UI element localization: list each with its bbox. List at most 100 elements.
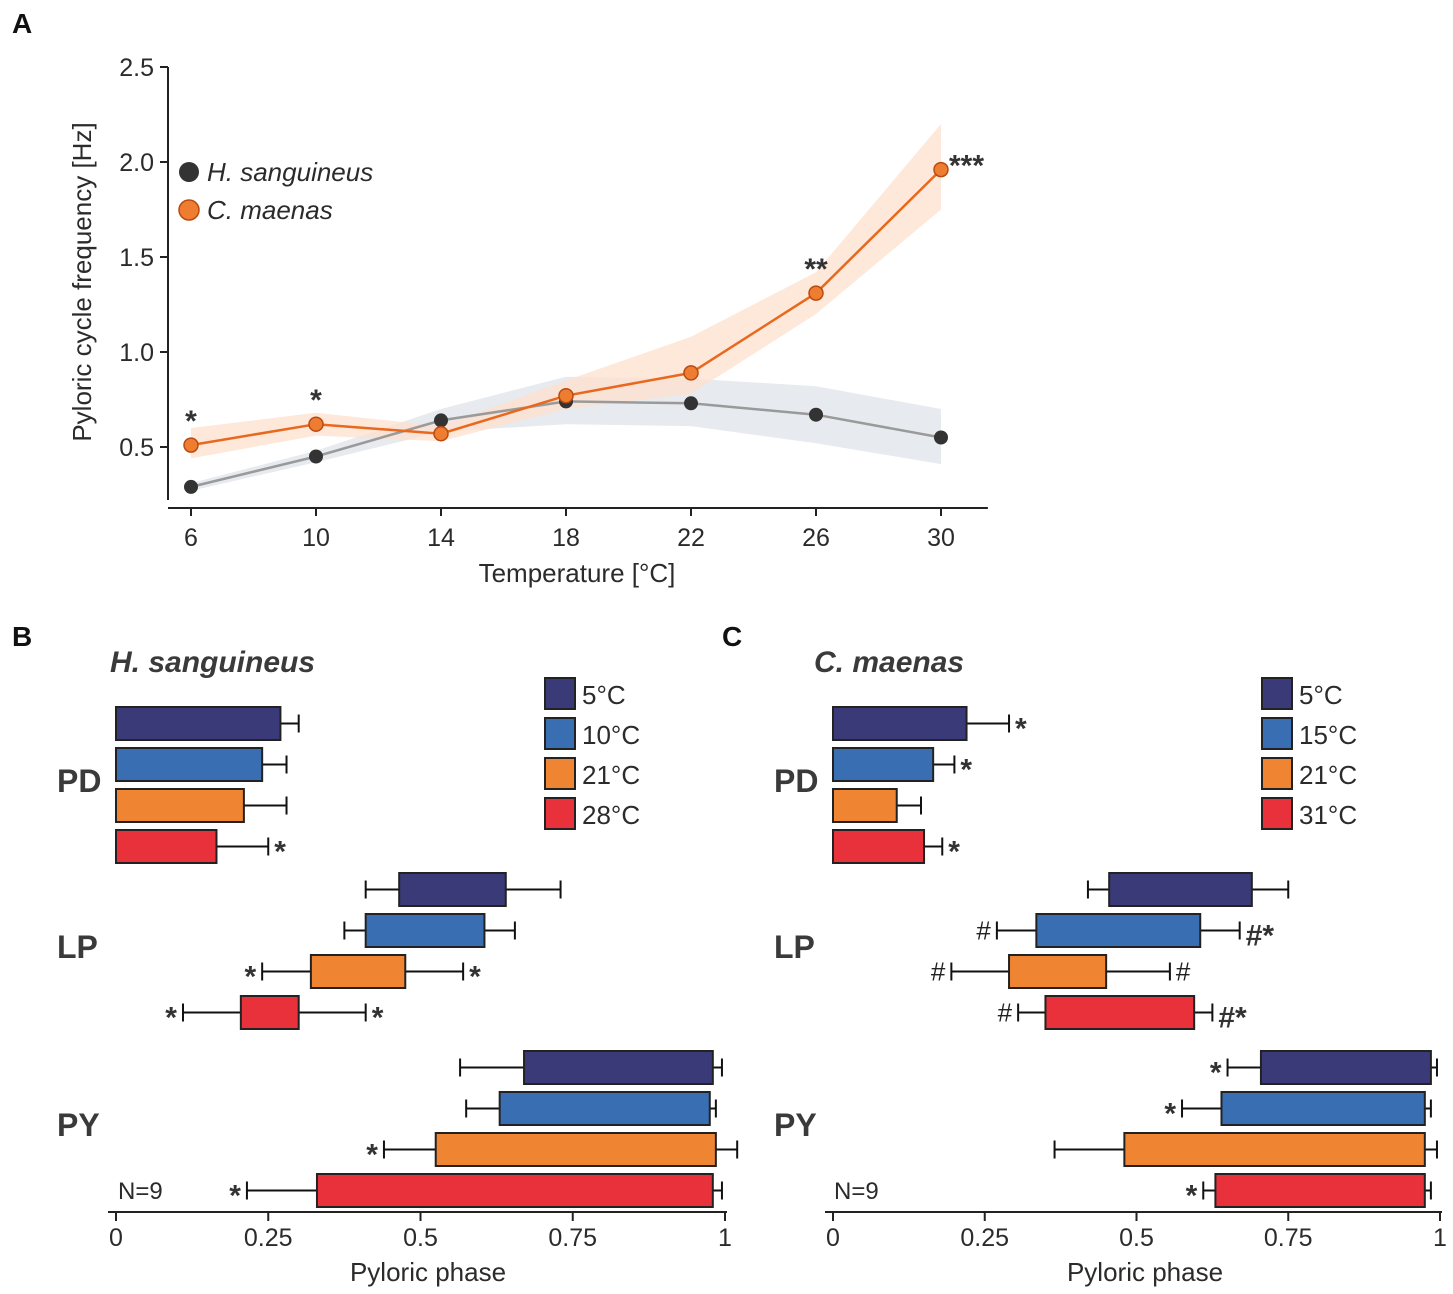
legend-label-5-c: 5°C	[1299, 680, 1343, 710]
significance-mark-right: #*	[1218, 1002, 1247, 1035]
y-axis-label: Pyloric cycle frequency [Hz]	[67, 122, 97, 441]
bar-pd-5-c	[115, 706, 282, 741]
legend-marker-c-maenas	[178, 199, 200, 221]
significance-mark-left: #	[976, 916, 991, 946]
bar-py-5-c	[523, 1050, 714, 1085]
x-tick-label: 1	[718, 1224, 732, 1252]
legend-swatch-5-c	[544, 677, 576, 710]
panel-letter-a: A	[12, 8, 32, 39]
legend-label-21-c: 21°C	[1299, 760, 1357, 790]
y-tick-label: 0.5	[119, 434, 154, 462]
bar-lp-21-c	[309, 954, 407, 989]
x-tick-label: 0.5	[1119, 1224, 1154, 1252]
x-tick-label: 14	[427, 524, 455, 552]
y-tick-label: 2.5	[119, 54, 154, 82]
significance-mark-left: #	[931, 957, 946, 987]
significance-mark: ***	[949, 150, 984, 183]
bar-pd-28-c	[115, 829, 218, 864]
legend-marker-h-sanguineus	[179, 162, 199, 182]
legend-swatch-21-c	[1261, 757, 1293, 790]
legend-label-31-c: 31°C	[1299, 800, 1357, 830]
bar-pd-21-c	[115, 788, 245, 823]
line-chart-a: 0.51.01.52.02.56 10 14 18 22 26 30 ******* Tem…	[67, 54, 988, 588]
significance-mark-right: #*	[1246, 920, 1275, 953]
point-c-maenas	[558, 387, 574, 404]
bar-py-31-c	[1214, 1173, 1426, 1208]
panel-title-c-maenas: C. maenas	[814, 646, 964, 679]
significance-mark-left: *	[229, 1180, 241, 1213]
significance-mark-left: *	[165, 1002, 177, 1035]
bar-lp-10-c	[364, 913, 486, 948]
significance-mark: *	[185, 405, 197, 438]
panel-letter-c: C	[722, 621, 742, 652]
legend-label-h-sanguineus: H. sanguineus	[207, 157, 373, 187]
neuron-label-pd: PD	[57, 763, 101, 799]
point-c-maenas	[683, 365, 699, 381]
panel-letter-b: B	[12, 621, 32, 652]
x-tick-label: 0	[109, 1224, 123, 1252]
x-tick-label: 0.25	[244, 1224, 293, 1252]
point-c-maenas	[808, 285, 824, 301]
significance-mark-left: *	[1186, 1180, 1198, 1213]
x-tick-label: 0.75	[548, 1224, 597, 1252]
point-h-sanguineus	[434, 413, 448, 428]
point-c-maenas	[433, 425, 449, 442]
significance-mark-right: *	[372, 1002, 384, 1035]
legend-swatch-15-c	[1261, 717, 1293, 750]
point-c-maenas	[183, 437, 199, 453]
bar-pd-31-c	[832, 829, 926, 864]
significance-mark: *	[310, 384, 322, 417]
neuron-label-pd: PD	[774, 763, 818, 799]
x-tick-label: 0.5	[403, 1224, 438, 1252]
legend: H. sanguineus C. maenas	[178, 157, 373, 225]
phase-axis: 0 0.25 0.5 0.75 1	[825, 1211, 1447, 1252]
bar-py-5-c	[1259, 1050, 1432, 1085]
n-label: N=9	[834, 1178, 879, 1205]
significance-mark-left: *	[1164, 1098, 1176, 1131]
x-tick-label: 26	[802, 524, 830, 552]
series-points	[183, 161, 949, 494]
neuron-label-lp: LP	[774, 929, 815, 965]
bar-py-21-c	[1123, 1132, 1426, 1167]
bar-lp-5-c	[1108, 872, 1253, 907]
x-tick-label: 0	[826, 1224, 840, 1252]
point-h-sanguineus	[184, 479, 198, 494]
bar-lp-21-c	[1008, 954, 1108, 989]
legend-swatch-21-c	[544, 757, 576, 790]
legend-label-15-c: 15°C	[1299, 720, 1357, 750]
bar-chart-c: C. maenas PD***LP # #*# ## #*PY*** 0 0.25 0.5 0…	[774, 646, 1447, 1287]
significance-mark-right: *	[1015, 713, 1027, 746]
legend-label-10-c: 10°C	[582, 720, 640, 750]
legend-label-28-c: 28°C	[582, 800, 640, 830]
bar-py-15-c	[1220, 1091, 1426, 1126]
significance-mark-left: *	[244, 961, 256, 994]
x-axis-label: Pyloric phase	[350, 1257, 506, 1287]
significance-annotations: *******	[185, 150, 984, 439]
legend-swatch-28-c	[544, 797, 576, 830]
point-c-maenas	[308, 416, 324, 432]
point-h-sanguineus	[684, 396, 698, 411]
temperature-legend: 5°C 15°C 21°C 31°C	[1261, 677, 1357, 830]
neuron-label-py: PY	[57, 1107, 100, 1143]
significance-mark: **	[804, 253, 828, 286]
chart-axes: 0.5 1.0 1.5 2.0 2.5 6 10 14 18 22 26 30	[119, 54, 988, 552]
band-h-sanguineus	[191, 376, 941, 491]
phase-axis: 0 0.25 0.5 0.75 1	[108, 1211, 732, 1252]
bar-chart-b: H. sanguineus PD * LP * * * * PY * * 0 0.25 0.5 0.75…	[57, 646, 739, 1287]
bar-py-28-c	[315, 1173, 714, 1208]
y-tick-label: 1.5	[119, 244, 154, 272]
phase-bars: PD * * * LP # #* # # # #* PY * * *	[774, 706, 1438, 1213]
x-tick-label: 30	[927, 524, 955, 552]
bar-pd-5-c	[832, 706, 968, 741]
panel-title-h-sanguineus: H. sanguineus	[110, 646, 315, 679]
point-h-sanguineus	[934, 430, 948, 445]
bar-lp-5-c	[398, 872, 507, 907]
significance-mark-right: *	[960, 754, 972, 787]
neuron-label-py: PY	[774, 1107, 817, 1143]
y-tick-label: 1.0	[119, 339, 154, 367]
significance-mark-left: *	[1210, 1057, 1222, 1090]
x-tick-label: 6	[184, 524, 198, 552]
significance-mark-right: *	[274, 836, 286, 869]
legend-label-c-maenas: C. maenas	[207, 195, 333, 225]
